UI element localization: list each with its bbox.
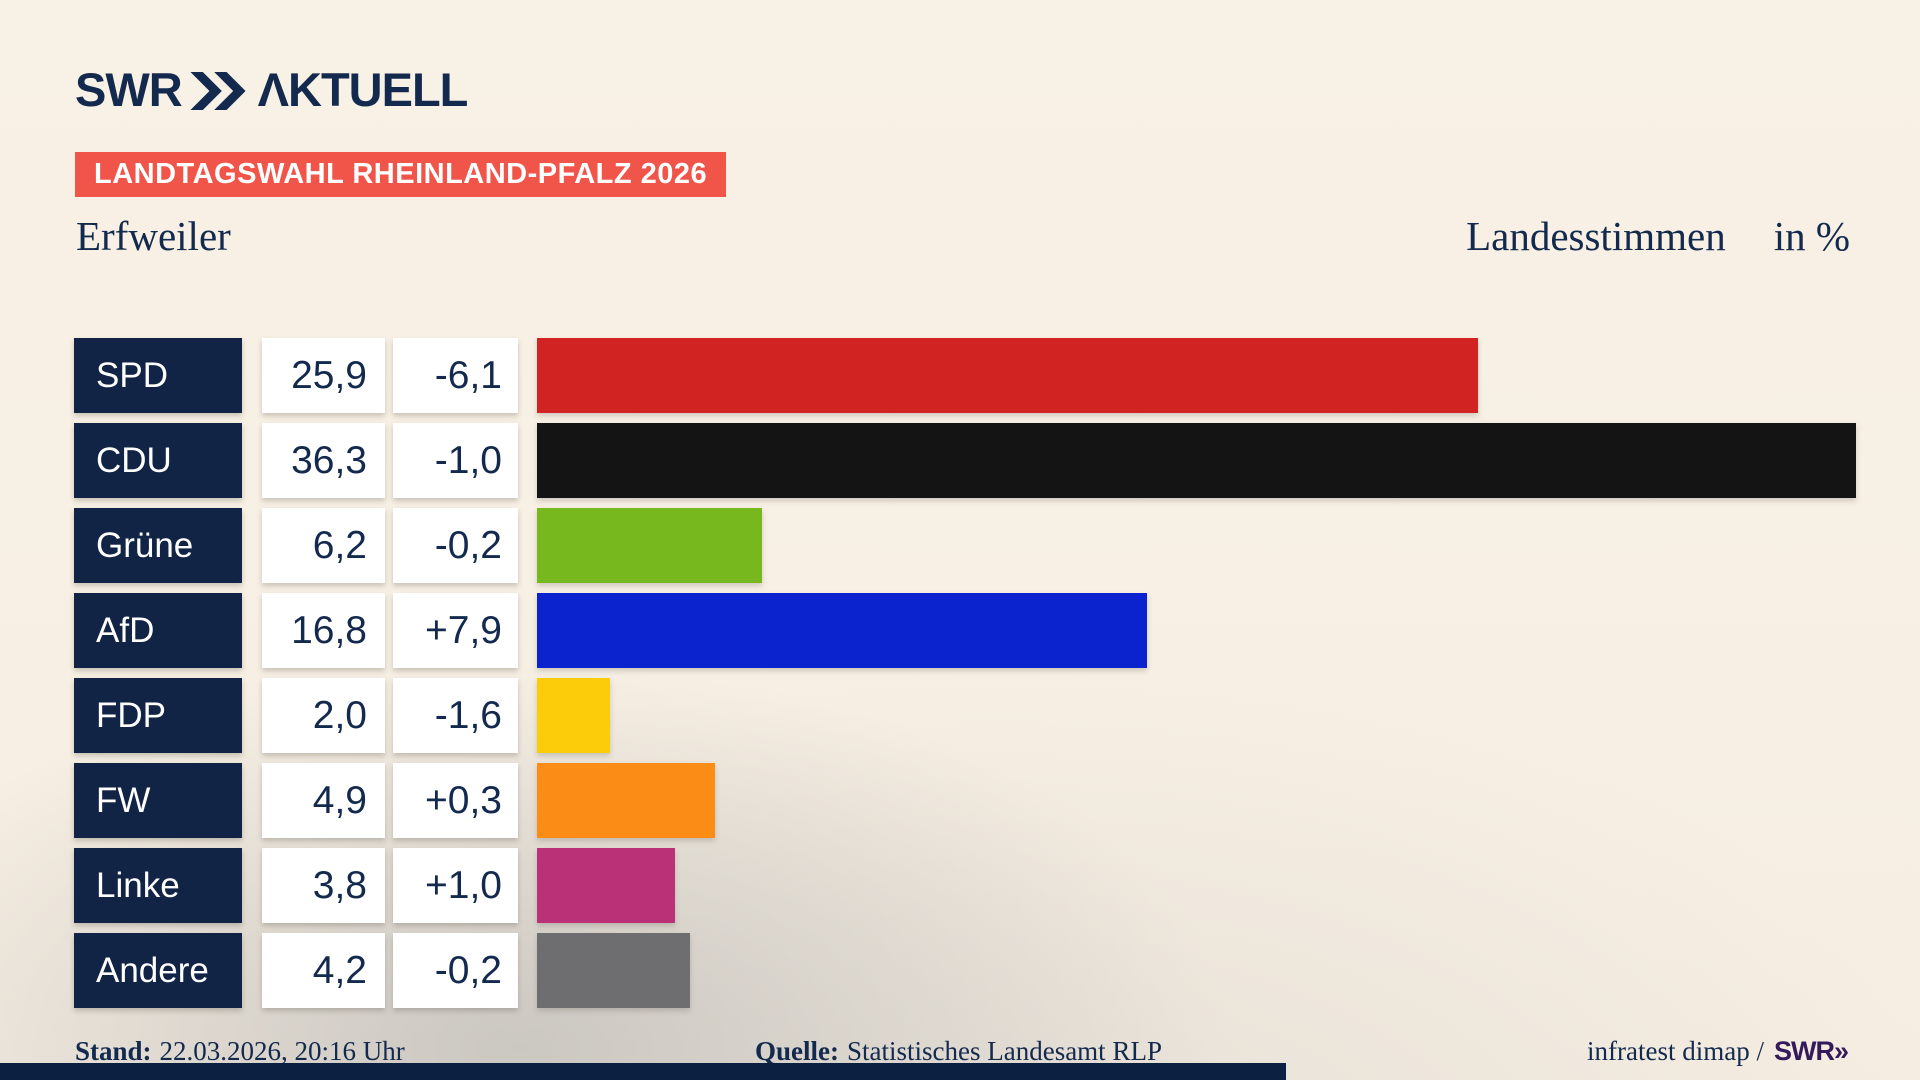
party-name: Grüne: [96, 525, 194, 565]
party-name: FDP: [96, 695, 166, 735]
diff-cell: -1,0: [393, 423, 518, 498]
party-name: AfD: [96, 610, 155, 650]
bar-track: [537, 933, 1856, 1008]
swr-aktuell-logo: SWR ΛKTUELL: [75, 62, 469, 117]
credit-text: infratest dimap /: [1587, 1036, 1764, 1066]
diff-cell: +7,9: [393, 593, 518, 668]
badge-label: LANDTAGSWAHL RHEINLAND-PFALZ 2026: [94, 158, 708, 190]
result-bar: [537, 933, 690, 1008]
measure-label: Landesstimmen: [1466, 213, 1726, 259]
party-name: SPD: [96, 355, 168, 395]
party-label-cell: Grüne: [74, 508, 242, 583]
party-label-cell: Linke: [74, 848, 242, 923]
timestamp: Stand: 22.03.2026, 20:16 Uhr: [75, 1036, 405, 1067]
logo-aktuell-text: ΛKTUELL: [257, 63, 469, 116]
result-row: Grüne 6,2 -0,2: [74, 508, 1856, 583]
diff-cell: +1,0: [393, 848, 518, 923]
value-cell: 36,3: [262, 423, 385, 498]
result-row: SPD 25,9 -6,1: [74, 338, 1856, 413]
credit: infratest dimap / SWR»: [1587, 1036, 1849, 1067]
diff-text: -1,6: [434, 693, 502, 737]
party-label-cell: CDU: [74, 423, 242, 498]
result-bar: [537, 593, 1148, 668]
party-label-cell: Andere: [74, 933, 242, 1008]
bar-track: [537, 848, 1856, 923]
result-bar: [537, 848, 676, 923]
result-row: CDU 36,3 -1,0: [74, 423, 1856, 498]
result-bar: [537, 763, 716, 838]
source: Quelle: Statistisches Landesamt RLP: [755, 1036, 1162, 1067]
party-label-cell: AfD: [74, 593, 242, 668]
value-text: 4,2: [312, 948, 367, 992]
value-text: 6,2: [312, 523, 367, 567]
value-text: 3,8: [312, 863, 367, 907]
diff-text: +7,9: [425, 608, 502, 652]
party-name: Andere: [96, 950, 209, 990]
diff-cell: +0,3: [393, 763, 518, 838]
diff-cell: -1,6: [393, 678, 518, 753]
result-bar: [537, 508, 763, 583]
value-text: 36,3: [291, 438, 367, 482]
bar-track: [537, 763, 1856, 838]
value-cell: 16,8: [262, 593, 385, 668]
party-name: CDU: [96, 440, 172, 480]
unit-label: in %: [1773, 213, 1850, 259]
bar-track: [537, 593, 1856, 668]
result-bar: [537, 678, 610, 753]
diff-text: -0,2: [434, 948, 502, 992]
bar-track: [537, 508, 1856, 583]
value-text: 25,9: [291, 353, 367, 397]
result-row: Linke 3,8 +1,0: [74, 848, 1856, 923]
diff-cell: -0,2: [393, 933, 518, 1008]
bottom-progress-strip: [0, 1063, 1287, 1080]
party-name: Linke: [96, 865, 180, 905]
measure-title: Landesstimmen in %: [1466, 212, 1850, 260]
double-chevron-icon: [190, 71, 246, 110]
diff-cell: -0,2: [393, 508, 518, 583]
result-row: Andere 4,2 -0,2: [74, 933, 1856, 1008]
party-label-cell: SPD: [74, 338, 242, 413]
subheader: Erfweiler Landesstimmen in %: [76, 212, 1850, 260]
diff-text: +1,0: [425, 863, 502, 907]
value-cell: 6,2: [262, 508, 385, 583]
diff-text: +0,3: [425, 778, 502, 822]
value-cell: 3,8: [262, 848, 385, 923]
timestamp-value: 22.03.2026, 20:16 Uhr: [159, 1036, 405, 1066]
diff-text: -0,2: [434, 523, 502, 567]
result-row: AfD 16,8 +7,9: [74, 593, 1856, 668]
timestamp-label: Stand:: [75, 1036, 152, 1066]
bar-track: [537, 678, 1856, 753]
value-cell: 4,2: [262, 933, 385, 1008]
value-text: 2,0: [312, 693, 367, 737]
value-cell: 2,0: [262, 678, 385, 753]
credit-brand-logo: SWR»: [1773, 1036, 1849, 1066]
value-cell: 25,9: [262, 338, 385, 413]
source-value: Statistisches Landesamt RLP: [846, 1036, 1162, 1066]
bar-track: [537, 423, 1856, 498]
source-label: Quelle:: [755, 1036, 839, 1066]
election-badge: LANDTAGSWAHL RHEINLAND-PFALZ 2026: [75, 152, 727, 197]
municipality-title: Erfweiler: [76, 213, 231, 259]
result-bar: [537, 423, 1856, 498]
results-table: SPD 25,9 -6,1 CDU 36,3 -1,0: [74, 338, 1856, 1018]
diff-text: -1,0: [434, 438, 502, 482]
party-label-cell: FW: [74, 763, 242, 838]
logo-swr-text: SWR: [75, 63, 183, 116]
result-row: FW 4,9 +0,3: [74, 763, 1856, 838]
value-cell: 4,9: [262, 763, 385, 838]
result-row: FDP 2,0 -1,6: [74, 678, 1856, 753]
bar-track: [537, 338, 1856, 413]
diff-text: -6,1: [434, 353, 502, 397]
result-bar: [537, 338, 1479, 413]
diff-cell: -6,1: [393, 338, 518, 413]
value-text: 4,9: [312, 778, 367, 822]
party-label-cell: FDP: [74, 678, 242, 753]
party-name: FW: [96, 780, 151, 820]
value-text: 16,8: [291, 608, 367, 652]
